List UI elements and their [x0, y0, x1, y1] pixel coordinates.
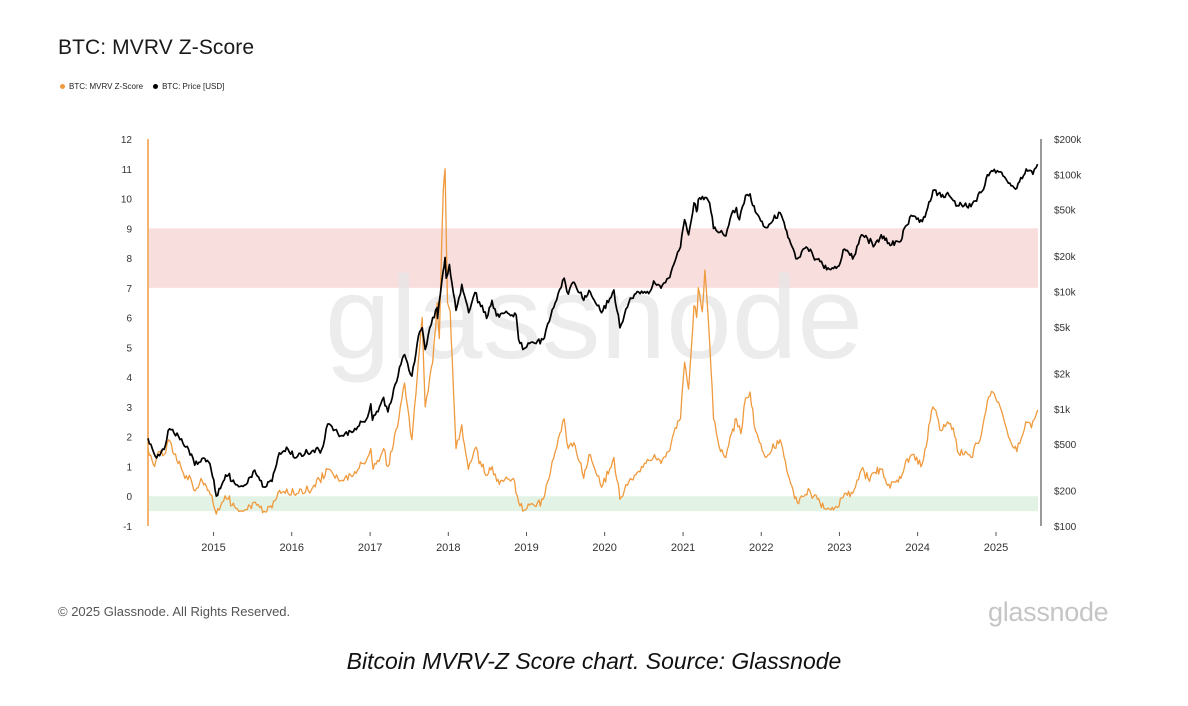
x-tick-label: 2018: [436, 542, 460, 554]
x-tick-label: 2023: [827, 542, 851, 554]
right-tick-label: $5k: [1054, 323, 1071, 334]
right-tick-label: $100: [1054, 522, 1077, 533]
overvalued-band: [149, 228, 1038, 288]
left-tick-label: 10: [121, 195, 133, 206]
mvrv-chart[interactable]: glassnode1211109876543210-1$200k$100k$50…: [0, 0, 1188, 600]
left-tick-label: 0: [126, 492, 132, 503]
glassnode-logo: glassnode: [988, 597, 1109, 627]
right-tick-label: $200k: [1054, 135, 1082, 146]
left-tick-label: 2: [126, 433, 132, 444]
x-tick-label: 2025: [984, 542, 1008, 554]
chart-legend: BTC: MVRV Z-Score BTC: Price [USD]: [60, 82, 224, 91]
legend-label-price: BTC: Price [USD]: [162, 82, 225, 91]
x-tick-label: 2016: [279, 542, 303, 554]
right-tick-label: $200: [1054, 487, 1077, 498]
right-tick-label: $100k: [1054, 170, 1082, 181]
left-tick-label: -1: [123, 522, 132, 533]
right-tick-label: $500: [1054, 440, 1077, 451]
chart-title: BTC: MVRV Z-Score: [58, 36, 255, 59]
x-tick-label: 2024: [905, 542, 929, 554]
legend-item-price[interactable]: BTC: Price [USD]: [153, 82, 224, 91]
watermark: glassnode: [325, 252, 863, 384]
left-tick-label: 4: [126, 373, 132, 384]
legend-label-mvrv: BTC: MVRV Z-Score: [69, 82, 144, 91]
left-tick-label: 8: [126, 254, 132, 265]
x-tick-label: 2015: [201, 542, 225, 554]
legend-dot-mvrv: [60, 84, 65, 89]
right-tick-label: $2k: [1054, 369, 1071, 380]
right-tick-label: $1k: [1054, 405, 1071, 416]
left-tick-label: 7: [126, 284, 132, 295]
figure-caption: Bitcoin MVRV-Z Score chart. Source: Glas…: [346, 648, 842, 674]
right-tick-label: $50k: [1054, 206, 1077, 217]
x-tick-label: 2021: [671, 542, 695, 554]
x-tick-label: 2017: [358, 542, 382, 554]
copyright-text: © 2025 Glassnode. All Rights Reserved.: [58, 604, 291, 619]
undervalued-band: [149, 496, 1038, 512]
right-tick-label: $20k: [1054, 252, 1077, 263]
left-tick-label: 6: [126, 314, 132, 325]
x-tick-label: 2019: [514, 542, 538, 554]
left-tick-label: 12: [121, 135, 133, 146]
x-tick-label: 2020: [592, 542, 616, 554]
btc-price-line: [147, 163, 1039, 497]
mvrv-zscore-line: [147, 168, 1039, 515]
left-tick-label: 3: [126, 403, 132, 414]
left-tick-label: 11: [122, 165, 133, 176]
left-tick-label: 9: [126, 224, 132, 235]
legend-item-mvrv[interactable]: BTC: MVRV Z-Score: [60, 82, 143, 91]
left-tick-label: 1: [126, 462, 132, 473]
legend-dot-price: [153, 84, 159, 89]
right-tick-label: $10k: [1054, 288, 1077, 299]
x-tick-label: 2022: [749, 542, 773, 554]
left-tick-label: 5: [126, 343, 132, 354]
